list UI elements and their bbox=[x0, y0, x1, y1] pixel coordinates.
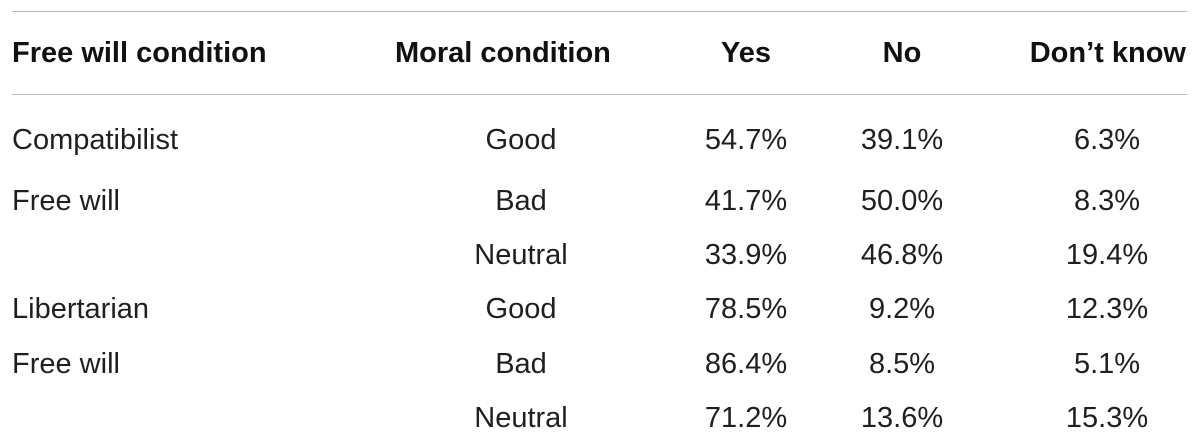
no-cell: 39.1% bbox=[860, 123, 944, 156]
no-cell: 13.6% bbox=[860, 402, 944, 435]
free-will-cell: Free will bbox=[12, 347, 120, 380]
header-rule bbox=[12, 94, 1187, 95]
yes-cell: 86.4% bbox=[704, 347, 788, 380]
moral-cell: Neutral bbox=[474, 239, 568, 272]
table-row: Free will Bad 41.7% 50.0% 8.3% bbox=[0, 174, 1200, 228]
table-row: Neutral 71.2% 13.6% 15.3% bbox=[0, 392, 1200, 446]
header-row: Free will condition Moral condition Yes … bbox=[0, 0, 1200, 94]
table-row: Neutral 33.9% 46.8% 19.4% bbox=[0, 228, 1200, 282]
dont-know-cell: 6.3% bbox=[1073, 123, 1141, 156]
header-moral-condition: Moral condition bbox=[395, 36, 611, 69]
free-will-cell: Free will bbox=[12, 184, 120, 217]
moral-cell: Good bbox=[485, 123, 557, 156]
free-will-cell bbox=[0, 228, 350, 282]
dont-know-cell: 12.3% bbox=[1065, 293, 1149, 326]
free-will-cell bbox=[0, 392, 350, 446]
dont-know-cell: 5.1% bbox=[1073, 347, 1141, 380]
dont-know-cell: 19.4% bbox=[1065, 239, 1149, 272]
yes-cell: 71.2% bbox=[704, 402, 788, 435]
header-yes: Yes bbox=[721, 36, 771, 69]
moral-cell: Good bbox=[485, 293, 557, 326]
results-table-container: Free will condition Moral condition Yes … bbox=[12, 11, 1187, 434]
dont-know-cell: 15.3% bbox=[1065, 402, 1149, 435]
no-cell: 46.8% bbox=[860, 239, 944, 272]
free-will-cell: Libertarian bbox=[12, 293, 150, 326]
yes-cell: 78.5% bbox=[704, 293, 788, 326]
moral-cell: Neutral bbox=[474, 402, 568, 435]
table-row: Free will Bad 86.4% 8.5% 5.1% bbox=[0, 337, 1200, 391]
no-cell: 8.5% bbox=[868, 347, 936, 380]
header-free-will-condition: Free will condition bbox=[12, 36, 267, 69]
table-row: Compatibilist Good 54.7% 39.1% 6.3% bbox=[0, 94, 1200, 174]
top-rule bbox=[12, 11, 1187, 12]
free-will-cell: Compatibilist bbox=[12, 123, 178, 156]
moral-cell: Bad bbox=[495, 347, 547, 380]
moral-cell: Bad bbox=[495, 184, 547, 217]
no-cell: 9.2% bbox=[868, 293, 936, 326]
table-row: Libertarian Good 78.5% 9.2% 12.3% bbox=[0, 283, 1200, 337]
header-dont-know: Don’t know bbox=[1029, 36, 1186, 69]
yes-cell: 41.7% bbox=[704, 184, 788, 217]
yes-cell: 33.9% bbox=[704, 239, 788, 272]
dont-know-cell: 8.3% bbox=[1073, 184, 1141, 217]
no-cell: 50.0% bbox=[860, 184, 944, 217]
header-no: No bbox=[882, 36, 922, 69]
yes-cell: 54.7% bbox=[704, 123, 788, 156]
